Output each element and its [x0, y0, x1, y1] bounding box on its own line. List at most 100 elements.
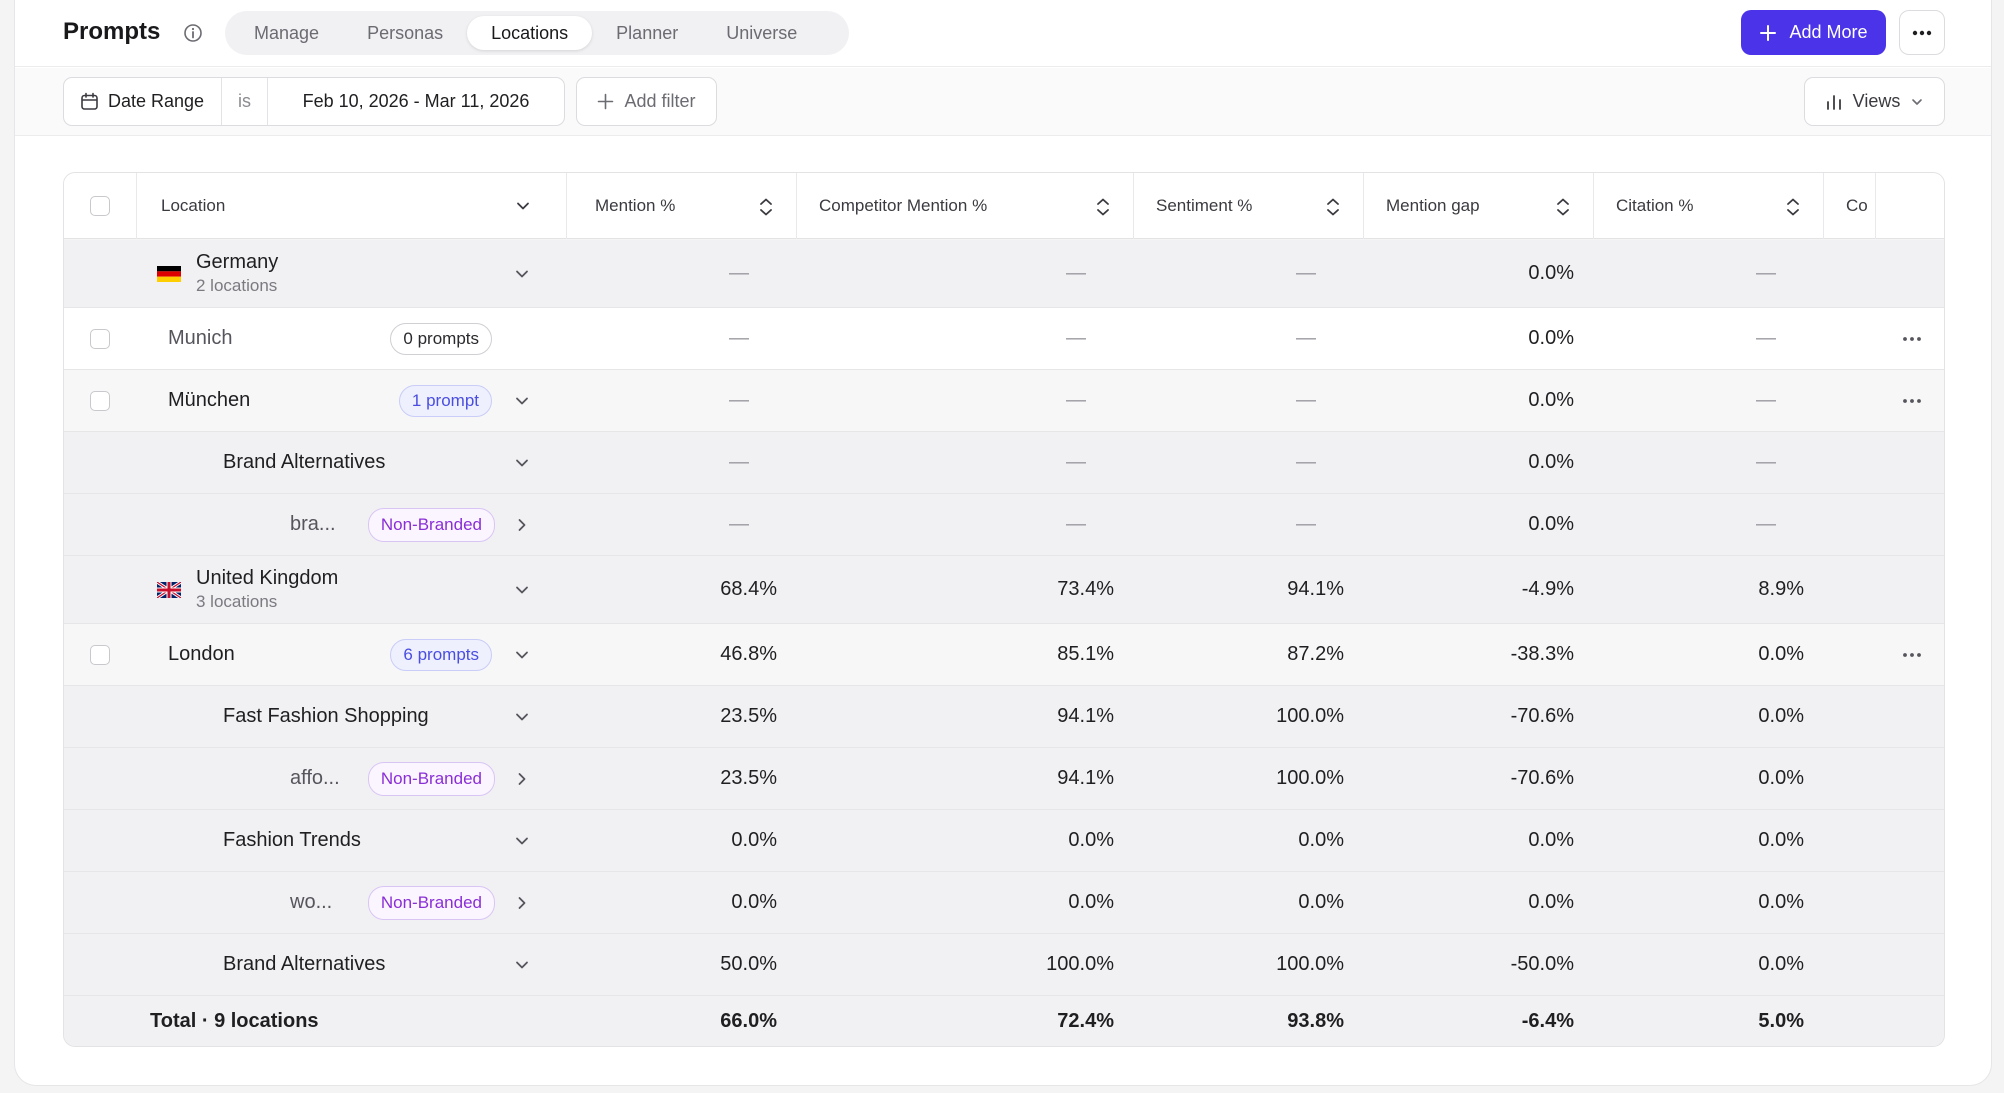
table-row-location[interactable]: London 6 prompts 46.8% 85.1% 87.2% -38.3% 0.0% — [64, 624, 1944, 686]
row-checkbox[interactable] — [90, 391, 110, 411]
cell-mention: — — [729, 513, 749, 535]
column-competitor-label: Competitor Mention % — [819, 196, 988, 215]
more-options-button[interactable] — [1899, 10, 1945, 55]
table-row-location[interactable]: München 1 prompt — — — 0.0% — — [64, 370, 1944, 432]
chevron-down-icon[interactable] — [513, 956, 531, 974]
column-mention[interactable]: Mention % — [567, 173, 797, 239]
germany-flag-icon — [157, 266, 181, 282]
location-count: 3 locations — [196, 592, 278, 611]
cell-mention: 0.0% — [731, 829, 777, 851]
add-more-button[interactable]: Add More — [1741, 10, 1886, 55]
chevron-down-icon[interactable] — [513, 454, 531, 472]
cell-citation: — — [1756, 389, 1776, 411]
cell-competitor-mention: 0.0% — [1068, 829, 1114, 851]
sort-icon[interactable] — [1325, 197, 1341, 217]
total-sentiment: 93.8% — [1287, 1009, 1344, 1032]
select-all-column — [64, 173, 137, 239]
column-citation[interactable]: Citation % — [1594, 173, 1824, 239]
cell-sentiment: — — [1296, 389, 1316, 411]
tab-planner[interactable]: Planner — [616, 22, 679, 43]
page-header: Prompts Manage Personas Locations Planne… — [15, 0, 1991, 67]
date-range-field[interactable]: Date Range — [64, 78, 222, 125]
filter-operator[interactable]: is — [222, 78, 268, 125]
cell-competitor-mention: 100.0% — [1046, 953, 1114, 975]
table-row-prompt[interactable]: wo... Non-Branded 0.0% 0.0% 0.0% 0.0% 0.0% — [64, 872, 1944, 934]
tab-manage[interactable]: Manage — [254, 22, 320, 43]
cell-mention-gap: 0.0% — [1528, 891, 1574, 913]
row-more-icon[interactable] — [1902, 398, 1922, 404]
column-competitor-mention[interactable]: Competitor Mention % — [797, 173, 1134, 239]
date-range-filter[interactable]: Date Range is Feb 10, 2026 - Mar 11, 202… — [63, 77, 565, 126]
column-sentiment-label: Sentiment % — [1156, 196, 1253, 215]
filter-bar: Date Range is Feb 10, 2026 - Mar 11, 202… — [15, 68, 1991, 136]
chevron-down-icon[interactable] — [513, 708, 531, 726]
cell-mention-gap: 0.0% — [1528, 451, 1574, 473]
country-name: United Kingdom — [196, 567, 339, 589]
row-checkbox[interactable] — [90, 645, 110, 665]
cell-sentiment: 100.0% — [1276, 953, 1344, 975]
column-sentiment[interactable]: Sentiment % — [1134, 173, 1364, 239]
chevron-down-icon[interactable] — [514, 197, 532, 215]
cell-citation: 8.9% — [1758, 578, 1804, 600]
views-label: Views — [1852, 91, 1901, 111]
prompt-count-badge: 6 prompts — [390, 639, 492, 671]
row-more-icon[interactable] — [1902, 652, 1922, 658]
sort-icon[interactable] — [758, 197, 774, 217]
cell-sentiment: 87.2% — [1287, 643, 1344, 665]
table-row-group[interactable]: Brand Alternatives — — — 0.0% — — [64, 432, 1944, 494]
sort-icon[interactable] — [1785, 197, 1801, 217]
bar-chart-icon — [1826, 94, 1841, 110]
cell-sentiment: — — [1296, 262, 1316, 284]
tab-personas[interactable]: Personas — [367, 22, 444, 43]
column-location[interactable]: Location — [137, 173, 567, 239]
chevron-down-icon[interactable] — [513, 646, 531, 664]
table-row-prompt[interactable]: bra... Non-Branded — — — 0.0% — — [64, 494, 1944, 556]
chevron-down-icon[interactable] — [513, 265, 531, 283]
date-range-value[interactable]: Feb 10, 2026 - Mar 11, 2026 — [302, 91, 530, 111]
select-all-checkbox[interactable] — [90, 196, 110, 216]
column-gap-label: Mention gap — [1386, 196, 1480, 215]
cell-mention: — — [729, 327, 749, 349]
table-row-group[interactable]: Brand Alternatives 50.0% 100.0% 100.0% -50.0… — [64, 934, 1944, 996]
add-filter-button[interactable]: Add filter — [576, 77, 717, 126]
sort-icon[interactable] — [1095, 197, 1111, 217]
topic-name: Brand Alternatives — [223, 451, 386, 473]
column-truncated[interactable]: Co — [1824, 173, 1876, 239]
page-title: Prompts — [63, 18, 161, 45]
date-range-label: Date Range — [108, 91, 205, 111]
country-name: Germany — [196, 251, 279, 273]
location-name: London — [168, 643, 235, 665]
chevron-right-icon[interactable] — [513, 770, 531, 788]
views-dropdown[interactable]: Views — [1804, 77, 1945, 126]
topic-name: Brand Alternatives — [223, 953, 386, 975]
table-row-prompt[interactable]: affo... Non-Branded 23.5% 94.1% 100.0% -70.6%… — [64, 748, 1944, 810]
table-row-country[interactable]: Germany 2 locations — — — 0.0% — — [64, 240, 1944, 308]
tab-locations[interactable]: Locations — [467, 16, 593, 50]
cell-citation: 0.0% — [1758, 643, 1804, 665]
cell-sentiment: 100.0% — [1276, 767, 1344, 789]
row-checkbox[interactable] — [90, 329, 110, 349]
row-more-icon[interactable] — [1902, 336, 1922, 342]
prompt-text: bra... — [290, 513, 336, 535]
chevron-right-icon[interactable] — [513, 516, 531, 534]
non-branded-badge: Non-Branded — [367, 886, 495, 920]
chevron-down-icon[interactable] — [513, 581, 531, 599]
chevron-right-icon[interactable] — [513, 894, 531, 912]
table-row-country[interactable]: United Kingdom 3 locations 68.4% 73.4% 94.1%… — [64, 556, 1944, 624]
chevron-down-icon[interactable] — [513, 392, 531, 410]
table-row-location[interactable]: Munich 0 prompts — — — 0.0% — — [64, 308, 1944, 370]
cell-competitor-mention: 73.4% — [1057, 578, 1114, 600]
cell-mention: 68.4% — [720, 578, 777, 600]
cell-mention: — — [729, 389, 749, 411]
cell-mention-gap: 0.0% — [1528, 389, 1574, 411]
table-row-group[interactable]: Fast Fashion Shopping 23.5% 94.1% 100.0% -70… — [64, 686, 1944, 748]
chevron-down-icon[interactable] — [513, 832, 531, 850]
column-mention-gap[interactable]: Mention gap — [1364, 173, 1594, 239]
cell-competitor-mention: 94.1% — [1057, 767, 1114, 789]
sort-icon[interactable] — [1555, 197, 1571, 217]
info-icon[interactable] — [183, 23, 203, 43]
cell-citation: 0.0% — [1758, 953, 1804, 975]
non-branded-badge: Non-Branded — [367, 762, 495, 796]
tab-universe[interactable]: Universe — [726, 22, 798, 43]
table-row-group[interactable]: Fashion Trends 0.0% 0.0% 0.0% 0.0% 0.0% — [64, 810, 1944, 872]
